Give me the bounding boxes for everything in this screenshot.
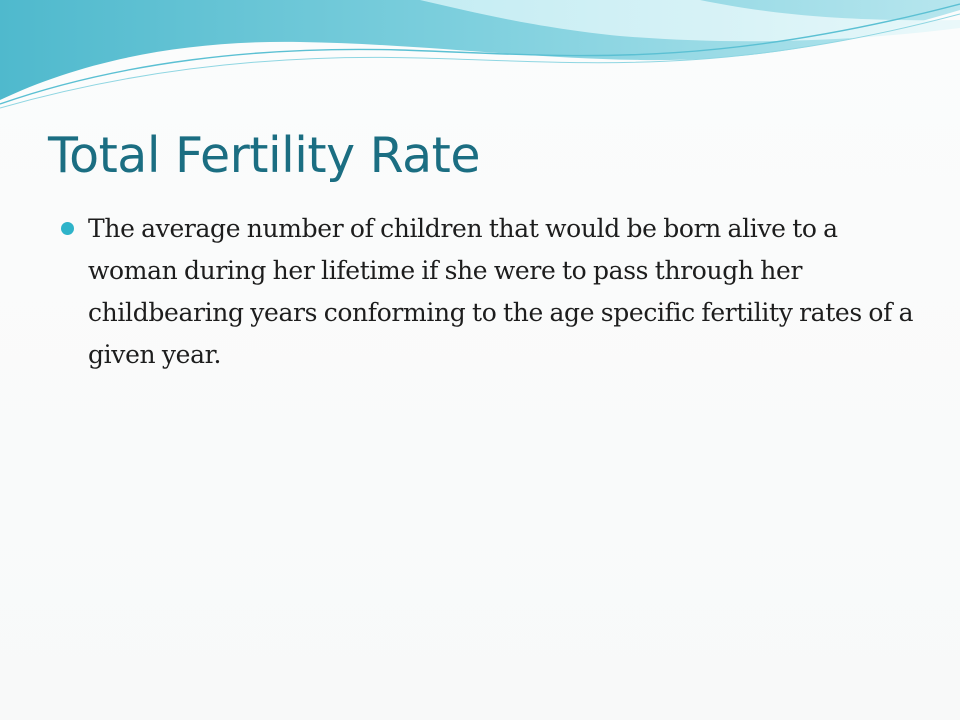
bullet-item: The average number of children that woul…: [58, 208, 918, 376]
header-wave-decoration: [0, 0, 960, 109]
bullet-icon: [61, 222, 74, 235]
slide-title: Total Fertility Rate: [48, 127, 481, 184]
bullet-text: The average number of children that woul…: [88, 214, 914, 369]
slide-body: The average number of children that woul…: [58, 208, 918, 376]
